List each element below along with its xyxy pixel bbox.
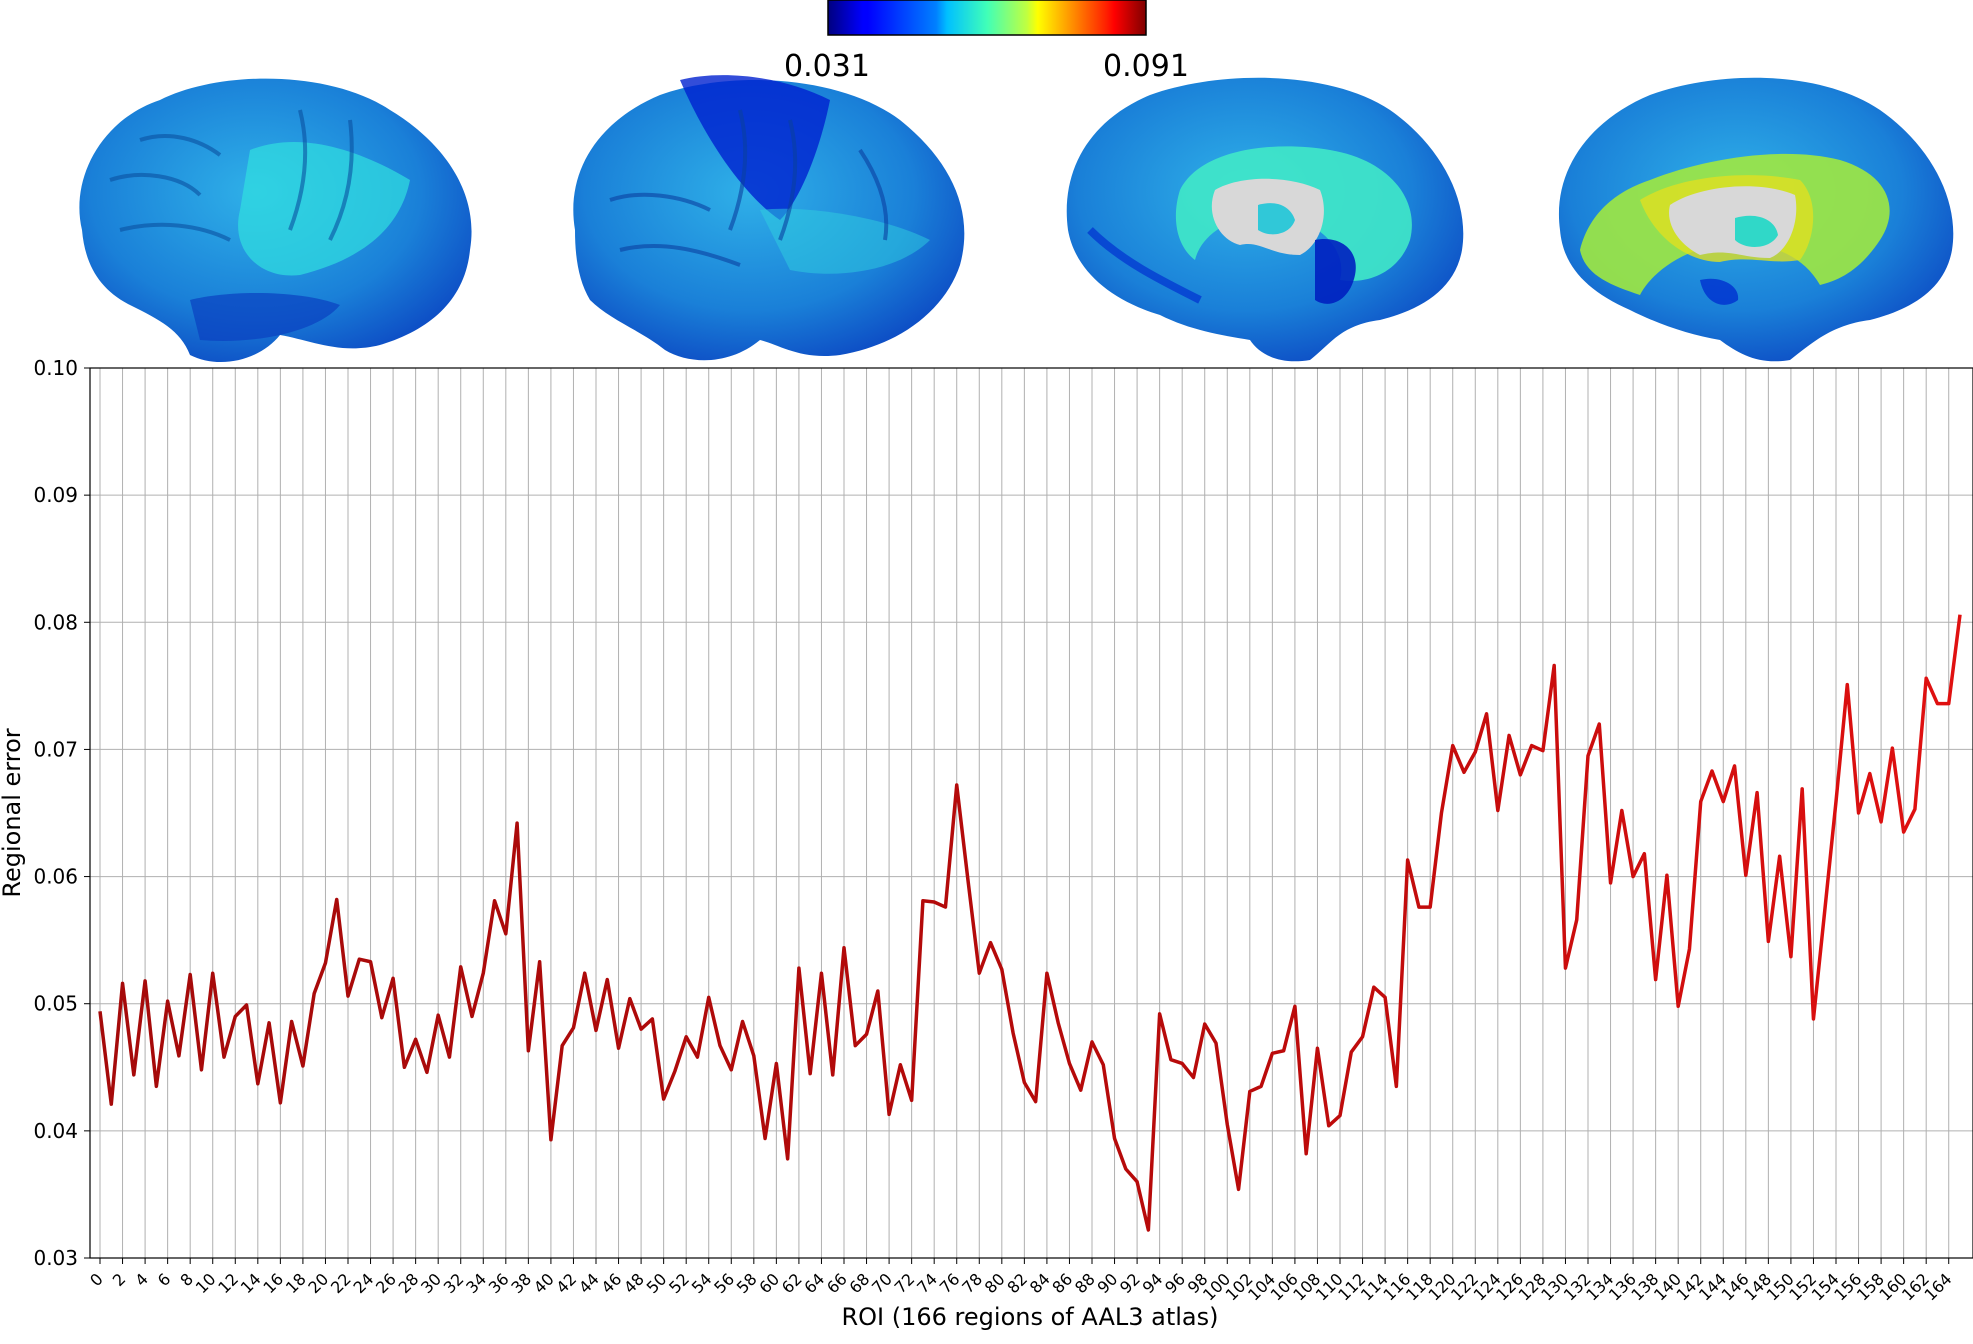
y-axis: 0.03 0.04 0.05 0.06 0.07 0.08 0.09 0.10	[33, 356, 90, 1270]
y-axis-title: Regional error	[0, 728, 26, 897]
line-chart: 0.030.040.050.060.070.080.090.10 0 2 4 6 810…	[0, 356, 1973, 1331]
colorbar-gradient	[827, 0, 1147, 36]
y-tick-label: 0.03	[33, 1246, 78, 1270]
x-tick-label: 4	[131, 1269, 152, 1290]
colorbar-max-label: 0.091	[1103, 49, 1189, 84]
colorbar-min-label: 0.031	[784, 49, 870, 84]
brain-view-right-medial	[1558, 77, 1954, 362]
brain-view-left-lateral	[79, 78, 472, 363]
y-tick-label: 0.10	[33, 356, 78, 380]
x-axis-title: ROI (166 regions of AAL3 atlas)	[841, 1303, 1218, 1331]
x-tick-label: 2	[109, 1269, 130, 1290]
y-tick-label: 0.07	[33, 737, 78, 761]
x-tick-label: 164	[1921, 1269, 1956, 1304]
plot-frame	[89, 367, 1973, 1259]
brain-view-left-medial	[1066, 77, 1464, 362]
plot-background	[90, 368, 1973, 1258]
grid	[90, 367, 1973, 1259]
x-tick-label: 6	[154, 1269, 175, 1290]
y-tick-label: 0.08	[33, 610, 78, 634]
colorbar: 0.031 0.091	[784, 0, 1189, 84]
y-tick-label: 0.06	[33, 865, 78, 889]
y-tick-label: 0.04	[33, 1119, 78, 1143]
x-tick-label: 0	[86, 1269, 107, 1290]
y-tick-label: 0.05	[33, 992, 78, 1016]
series-line	[98, 614, 1962, 1232]
y-tick-label: 0.09	[33, 483, 78, 507]
brain-view-right-lateral	[573, 75, 965, 361]
x-axis: 0 2 4 6 810121416182022242628303234363840424…	[86, 1258, 1956, 1304]
